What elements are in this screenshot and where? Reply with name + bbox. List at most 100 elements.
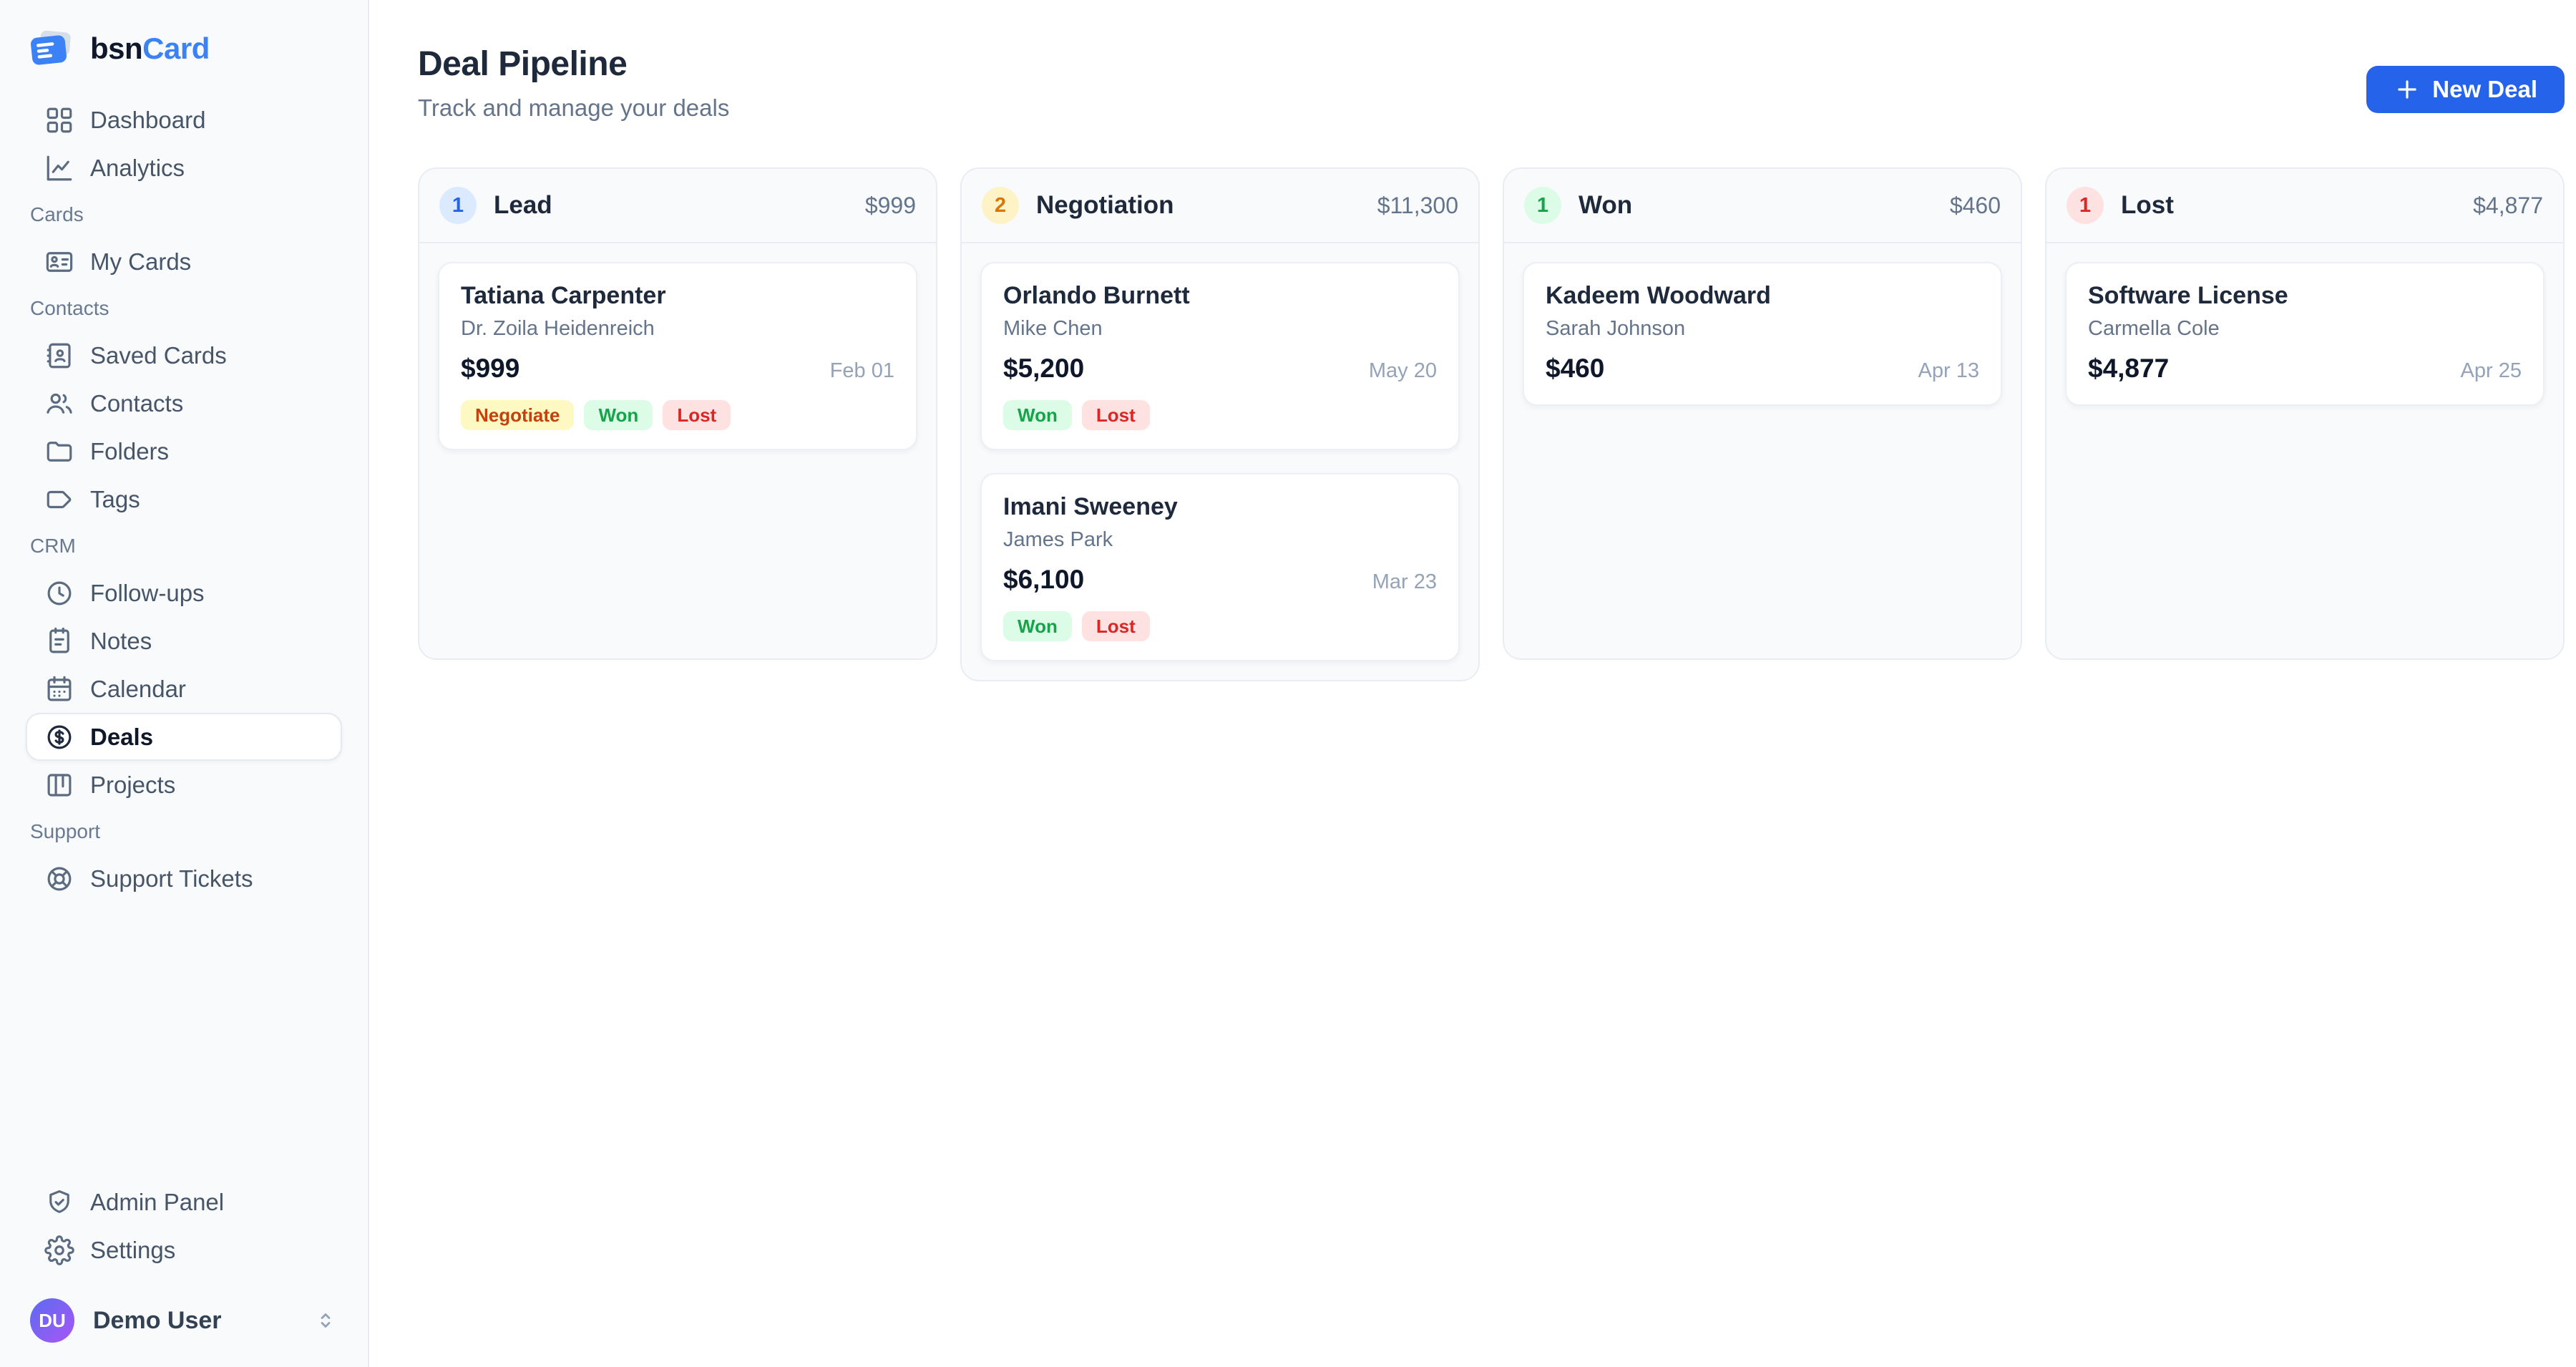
sidebar: bsnCard Dashboard Analytics Cards My Cards C… — [0, 0, 369, 1367]
sidebar-item-calendar[interactable]: Calendar — [26, 665, 342, 713]
deal-amount: $999 — [461, 354, 520, 383]
column-lead: 1 Lead $999 Tatiana Carpenter Dr. Zoila Heid… — [418, 167, 937, 660]
notes-icon — [44, 626, 74, 656]
deal-contact: Sarah Johnson — [1546, 317, 1686, 340]
deal-amount: $4,877 — [2088, 354, 2170, 383]
deal-amount: $460 — [1546, 354, 1605, 383]
section-label-crm: CRM — [30, 535, 76, 557]
sidebar-item-label: My Cards — [90, 248, 192, 275]
page-title: Deal Pipeline — [418, 45, 628, 83]
tag-lost[interactable]: Lost — [1081, 611, 1150, 641]
column-title: Lost — [2121, 191, 2174, 219]
folder-icon — [44, 437, 74, 467]
tag-icon — [44, 485, 74, 515]
deal-card-tatiana-carpenter[interactable]: Tatiana Carpenter Dr. Zoila Heidenreich $9… — [438, 262, 917, 450]
deal-card-software-license[interactable]: Software License Carmella Cole $4,877 Apr 2… — [2065, 262, 2545, 406]
brand-name: bsnCard — [90, 31, 210, 65]
sidebar-item-label: Notes — [90, 627, 152, 654]
plus-icon — [2394, 76, 2421, 103]
page-subtitle: Track and manage your deals — [418, 94, 730, 121]
sidebar-item-saved-cards[interactable]: Saved Cards — [26, 331, 342, 379]
column-title: Negotiation — [1036, 191, 1174, 219]
column-total: $11,300 — [1377, 192, 1458, 218]
sidebar-item-follow-ups[interactable]: Follow-ups — [26, 569, 342, 617]
tag-lost[interactable]: Lost — [1081, 400, 1150, 430]
sidebar-item-admin-panel[interactable]: Admin Panel — [26, 1178, 342, 1226]
column-body: Tatiana Carpenter Dr. Zoila Heidenreich $9… — [419, 243, 936, 469]
deal-amount-row: $4,877 Apr 25 — [2088, 354, 2522, 386]
dashboard-icon — [44, 105, 74, 135]
section-label-support: Support — [30, 820, 101, 842]
column-total: $999 — [864, 192, 916, 218]
new-deal-button-label: New Deal — [2432, 76, 2537, 102]
deal-amount: $6,100 — [1003, 565, 1085, 594]
deal-title: Imani Sweeney — [1003, 493, 1178, 520]
id-card-icon — [44, 247, 74, 277]
user-menu[interactable]: DU Demo User — [26, 1293, 342, 1348]
tag-lost[interactable]: Lost — [663, 400, 731, 430]
tag-won[interactable]: Won — [584, 400, 653, 430]
sidebar-item-settings[interactable]: Settings — [26, 1226, 342, 1274]
sidebar-item-label: Projects — [90, 771, 176, 798]
sidebar-item-notes[interactable]: Notes — [26, 617, 342, 665]
tag-won[interactable]: Won — [1003, 611, 1072, 641]
section-label-cards: Cards — [30, 203, 84, 225]
clock-icon — [44, 578, 74, 608]
deal-amount-row: $6,100 Mar 23 — [1003, 565, 1437, 597]
deal-amount: $5,200 — [1003, 354, 1085, 383]
column-title: Lead — [494, 191, 552, 219]
deal-date: Apr 13 — [1918, 359, 1979, 382]
column-header: 1 Lost $4,877 — [2046, 169, 2563, 243]
sidebar-item-support-tickets[interactable]: Support Tickets — [26, 855, 342, 903]
life-buoy-icon — [44, 864, 74, 894]
page-header: Deal Pipeline Track and manage your deal… — [418, 46, 2565, 122]
sidebar-item-projects[interactable]: Projects — [26, 761, 342, 809]
sidebar-item-label: Support Tickets — [90, 865, 253, 892]
column-negotiation: 2 Negotiation $11,300 Orlando Burnett Mike C… — [960, 167, 1480, 681]
logo[interactable]: bsnCard — [26, 29, 342, 69]
gear-icon — [44, 1235, 74, 1265]
sidebar-item-contacts[interactable]: Contacts — [26, 379, 342, 427]
new-deal-button[interactable]: New Deal — [2366, 66, 2565, 113]
sidebar-item-deals[interactable]: Deals — [26, 713, 342, 761]
column-title: Won — [1579, 191, 1633, 219]
sidebar-item-label: Follow-ups — [90, 579, 205, 606]
deal-card-orlando-burnett[interactable]: Orlando Burnett Mike Chen $5,200 May 20 Won L… — [980, 262, 1460, 450]
column-total: $4,877 — [2473, 192, 2543, 218]
column-won: 1 Won $460 Kadeem Woodward Sarah Johnson $460… — [1503, 167, 2022, 660]
sidebar-item-dashboard[interactable]: Dashboard — [26, 96, 342, 144]
tag-negotiate[interactable]: Negotiate — [461, 400, 575, 430]
analytics-icon — [44, 153, 74, 183]
chevrons-up-down-icon — [313, 1308, 338, 1333]
sidebar-item-my-cards[interactable]: My Cards — [26, 238, 342, 286]
sidebar-nav: Dashboard Analytics Cards My Cards Contacts S… — [26, 96, 342, 903]
deal-tags: Negotiate Won Lost — [461, 400, 894, 430]
deal-date: Feb 01 — [829, 359, 894, 382]
sidebar-item-label: Settings — [90, 1236, 176, 1263]
sidebar-item-label: Contacts — [90, 389, 184, 417]
deal-contact: Carmella Cole — [2088, 317, 2220, 340]
sidebar-item-label: Saved Cards — [90, 341, 227, 369]
sidebar-item-label: Tags — [90, 485, 140, 512]
deal-title: Kadeem Woodward — [1546, 282, 1771, 309]
column-count-badge: 2 — [982, 187, 1019, 224]
deal-date: Apr 25 — [2460, 359, 2522, 382]
sidebar-item-label: Calendar — [90, 675, 186, 702]
sidebar-item-tags[interactable]: Tags — [26, 475, 342, 523]
tag-won[interactable]: Won — [1003, 400, 1072, 430]
sidebar-footer-nav: Admin Panel Settings — [26, 1178, 342, 1274]
deal-card-imani-sweeney[interactable]: Imani Sweeney James Park $6,100 Mar 23 Won Lo… — [980, 473, 1460, 661]
column-count-badge: 1 — [439, 187, 477, 224]
avatar: DU — [30, 1298, 74, 1343]
column-body: Software License Carmella Cole $4,877 Apr 2… — [2046, 243, 2563, 424]
column-header: 1 Lead $999 — [419, 169, 936, 243]
sidebar-item-label: Admin Panel — [90, 1188, 225, 1215]
deal-card-kadeem-woodward[interactable]: Kadeem Woodward Sarah Johnson $460 Apr 13 — [1523, 262, 2002, 406]
sidebar-item-folders[interactable]: Folders — [26, 427, 342, 475]
deal-amount-row: $999 Feb 01 — [461, 354, 894, 386]
deal-contact: Mike Chen — [1003, 317, 1103, 340]
shield-icon — [44, 1187, 74, 1217]
sidebar-item-analytics[interactable]: Analytics — [26, 144, 342, 192]
deal-date: Mar 23 — [1372, 570, 1437, 593]
sidebar-footer: Admin Panel Settings DU Demo User — [26, 1178, 342, 1348]
